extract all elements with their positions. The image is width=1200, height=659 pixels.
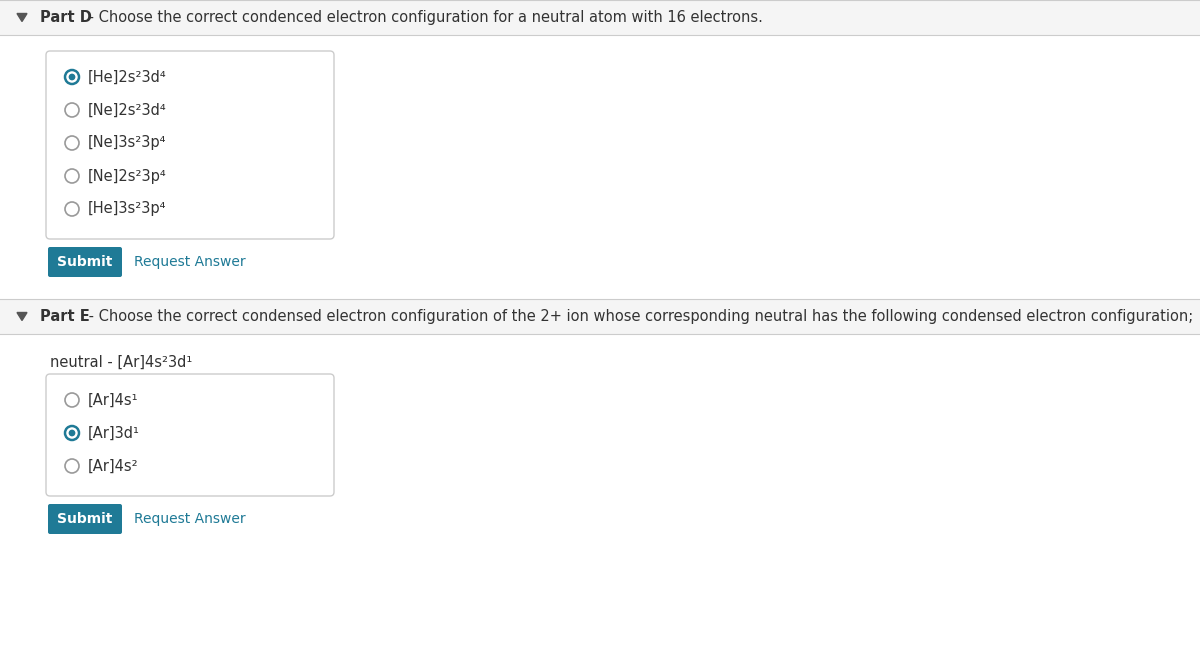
Text: neutral - [Ar]4s²3d¹: neutral - [Ar]4s²3d¹ — [50, 355, 192, 370]
Text: [Ne]3s²3p⁴: [Ne]3s²3p⁴ — [88, 136, 167, 150]
Text: - Choose the correct condenced electron configuration for a neutral atom with 16: - Choose the correct condenced electron … — [84, 10, 763, 25]
FancyBboxPatch shape — [48, 504, 122, 534]
Text: [Ar]4s²: [Ar]4s² — [88, 459, 139, 474]
Text: Submit: Submit — [58, 512, 113, 526]
Text: Submit: Submit — [58, 255, 113, 269]
Text: - Choose the correct condensed electron configuration of the 2+ ion whose corres: - Choose the correct condensed electron … — [84, 309, 1193, 324]
Text: Request Answer: Request Answer — [134, 512, 246, 526]
FancyBboxPatch shape — [46, 51, 334, 239]
Text: [He]3s²3p⁴: [He]3s²3p⁴ — [88, 202, 167, 217]
Text: Request Answer: Request Answer — [134, 255, 246, 269]
Polygon shape — [17, 13, 28, 22]
Circle shape — [68, 74, 76, 80]
FancyBboxPatch shape — [0, 0, 1200, 35]
Text: [Ne]2s²3p⁴: [Ne]2s²3p⁴ — [88, 169, 167, 183]
FancyBboxPatch shape — [0, 299, 1200, 334]
FancyBboxPatch shape — [46, 374, 334, 496]
Text: Part D: Part D — [40, 10, 92, 25]
Text: [He]2s²3d⁴: [He]2s²3d⁴ — [88, 69, 167, 84]
Text: [Ar]3d¹: [Ar]3d¹ — [88, 426, 140, 440]
Text: [Ar]4s¹: [Ar]4s¹ — [88, 393, 138, 407]
Text: [Ne]2s²3d⁴: [Ne]2s²3d⁴ — [88, 103, 167, 117]
Polygon shape — [17, 312, 28, 320]
Text: Part E: Part E — [40, 309, 90, 324]
Circle shape — [68, 430, 76, 436]
FancyBboxPatch shape — [48, 247, 122, 277]
